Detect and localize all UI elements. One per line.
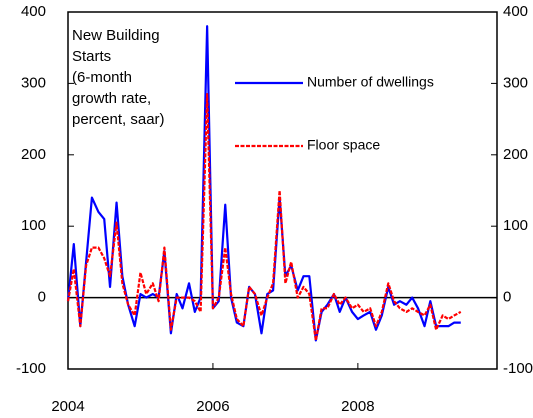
y2-tick-label: 400 (503, 3, 528, 20)
series-line (66, 25, 461, 342)
annotation: (6-month (72, 69, 132, 86)
annotation: growth rate, (72, 90, 151, 107)
annotation: percent, saar) (72, 111, 165, 128)
y-tick-label: 100 (21, 217, 46, 234)
y-tick-label: 300 (21, 74, 46, 91)
y-tick-label: 0 (38, 289, 46, 306)
annotation: Starts (72, 48, 111, 65)
annotation: New Building (72, 27, 160, 44)
legend-label: Number of dwellings (307, 74, 434, 90)
x-tick-label: 2004 (51, 398, 84, 415)
legend-label: Floor space (307, 137, 380, 153)
y2-tick-label: -100 (503, 360, 533, 377)
x-tick-label: 2008 (341, 398, 374, 415)
y-tick-label: -100 (16, 360, 46, 377)
y-tick-label: 400 (21, 3, 46, 20)
y2-tick-label: 200 (503, 146, 528, 163)
x-tick-label: 2006 (196, 398, 229, 415)
y-tick-label: 200 (21, 146, 46, 163)
series-line (66, 93, 462, 342)
y2-tick-label: 100 (503, 217, 528, 234)
plot-frame (67, 11, 498, 370)
y2-tick-label: 0 (503, 289, 511, 306)
y2-tick-label: 300 (503, 74, 528, 91)
